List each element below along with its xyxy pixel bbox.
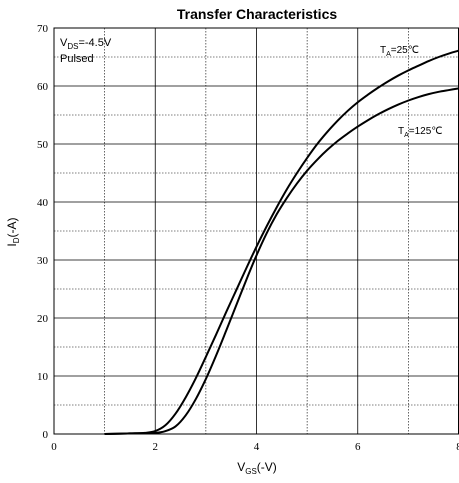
series-layer: [104, 49, 459, 435]
series-line-125c: [104, 87, 459, 435]
y-tick-label: 40: [37, 197, 49, 209]
x-tick-label: 8: [456, 441, 459, 453]
y-tick-label: 30: [37, 255, 49, 267]
x-tick-label: 2: [153, 441, 159, 453]
tick-labels: 0 2 4 6 8 0 10 20 30 40 50 60 70: [37, 23, 459, 453]
series-label-25c: TA=25℃: [380, 45, 419, 58]
y-tick-label: 20: [37, 313, 49, 325]
x-tick-label: 4: [254, 441, 260, 453]
y-tick-label: 50: [37, 139, 49, 151]
y-tick-label: 0: [43, 429, 49, 441]
series-line-25c: [104, 49, 459, 435]
y-tick-label: 60: [37, 81, 49, 93]
y-axis-label: ID(-A): [5, 217, 21, 246]
x-tick-label: 6: [355, 441, 361, 453]
series-label-125c: TA=125℃: [398, 126, 443, 139]
condition-pulsed: Pulsed: [60, 53, 94, 65]
condition-vds: VDS=-4.5V: [60, 37, 112, 51]
major-grid: [54, 28, 459, 434]
y-tick-label: 10: [37, 371, 49, 383]
x-axis-label: VGS(-V): [237, 460, 277, 476]
chart-title: Transfer Characteristics: [177, 6, 338, 22]
y-tick-label: 70: [37, 23, 49, 35]
x-tick-label: 0: [51, 441, 57, 453]
